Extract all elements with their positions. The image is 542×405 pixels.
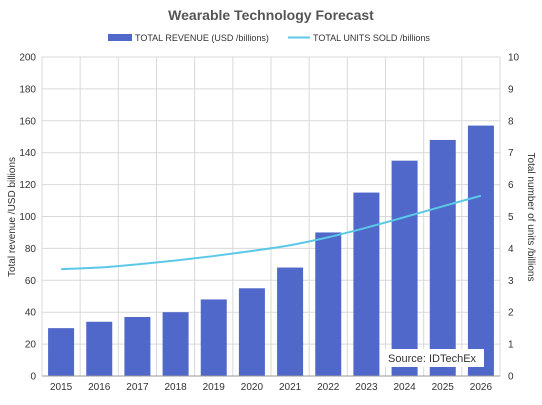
y-right-tick-label: 9 bbox=[508, 84, 514, 95]
x-tick-label: 2019 bbox=[203, 382, 226, 393]
y-left-tick-label: 100 bbox=[19, 212, 36, 223]
y-right-tick-label: 7 bbox=[508, 148, 514, 159]
y-left-tick-label: 200 bbox=[19, 53, 36, 64]
y-left-tick-label: 0 bbox=[30, 372, 36, 383]
bar-revenue-2016 bbox=[86, 322, 112, 376]
y-right-tick-label: 6 bbox=[508, 180, 514, 191]
x-tick-label: 2017 bbox=[126, 382, 149, 393]
bar-revenue-2023 bbox=[353, 193, 379, 376]
y-right-tick-label: 5 bbox=[508, 212, 514, 223]
y-left-tick-label: 40 bbox=[25, 308, 37, 319]
y-left-tick-label: 80 bbox=[25, 244, 37, 255]
bar-revenue-2024 bbox=[392, 161, 418, 376]
y-right-tick-label: 1 bbox=[508, 340, 514, 351]
bar-revenue-2017 bbox=[124, 317, 150, 376]
y-right-tick-label: 4 bbox=[508, 244, 514, 255]
y-right-tick-label: 2 bbox=[508, 308, 514, 319]
x-tick-label: 2024 bbox=[393, 382, 416, 393]
x-tick-label: 2018 bbox=[164, 382, 187, 393]
x-tick-label: 2022 bbox=[317, 382, 340, 393]
y-left-tick-label: 120 bbox=[19, 180, 36, 191]
y-left-tick-label: 180 bbox=[19, 84, 36, 95]
x-tick-label: 2015 bbox=[50, 382, 73, 393]
bar-revenue-2015 bbox=[48, 328, 74, 376]
x-tick-label: 2021 bbox=[279, 382, 302, 393]
legend-label-revenue: TOTAL REVENUE (USD /billions) bbox=[135, 33, 269, 43]
bar-revenue-2022 bbox=[315, 232, 341, 376]
bar-revenue-2019 bbox=[201, 299, 227, 376]
x-tick-label: 2023 bbox=[355, 382, 378, 393]
y-left-tick-label: 140 bbox=[19, 148, 36, 159]
y-right-tick-label: 3 bbox=[508, 276, 514, 287]
y-left-tick-label: 20 bbox=[25, 340, 37, 351]
legend-label-units: TOTAL UNITS SOLD /billions bbox=[313, 33, 430, 43]
bar-revenue-2021 bbox=[277, 268, 303, 376]
x-tick-label: 2016 bbox=[88, 382, 111, 393]
x-tick-label: 2026 bbox=[470, 382, 493, 393]
chart-title: Wearable Technology Forecast bbox=[168, 7, 374, 23]
y-right-tick-label: 8 bbox=[508, 116, 514, 127]
bar-revenue-2018 bbox=[163, 312, 189, 376]
y-left-tick-label: 60 bbox=[25, 276, 37, 287]
x-tick-label: 2025 bbox=[432, 382, 455, 393]
bar-revenue-2025 bbox=[430, 140, 456, 376]
source-note: Source: IDTechEx bbox=[388, 353, 477, 365]
bar-revenue-2026 bbox=[468, 126, 494, 376]
y-right-tick-label: 10 bbox=[508, 53, 520, 64]
y-axis-left-label: Total revenue /USD billions bbox=[7, 157, 18, 277]
bar-revenue-2020 bbox=[239, 288, 265, 376]
legend: TOTAL REVENUE (USD /billions) TOTAL UNIT… bbox=[108, 33, 430, 43]
y-axis-right-label: Total number of units /billions bbox=[525, 153, 536, 282]
y-left-tick-label: 160 bbox=[19, 116, 36, 127]
legend-swatch-revenue bbox=[108, 34, 132, 41]
y-right-tick-label: 0 bbox=[508, 372, 514, 383]
x-tick-label: 2020 bbox=[241, 382, 264, 393]
